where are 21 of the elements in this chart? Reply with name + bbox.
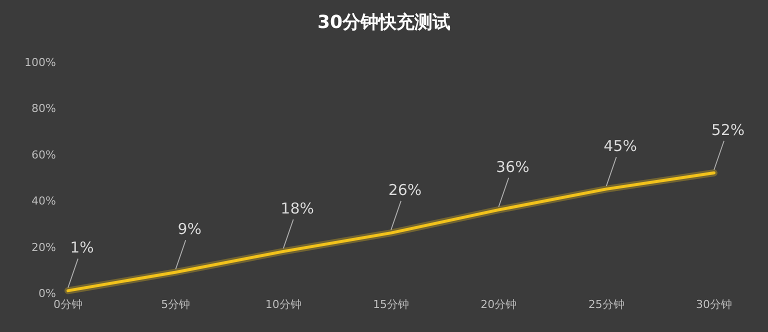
x-tick-label: 15分钟 xyxy=(373,298,409,311)
data-label: 45% xyxy=(604,137,638,156)
y-tick-label: 0% xyxy=(38,287,56,300)
y-tick-label: 80% xyxy=(32,102,56,116)
x-tick-label: 10分钟 xyxy=(265,298,302,311)
y-tick-label: 40% xyxy=(32,194,56,208)
y-tick-label: 60% xyxy=(32,148,56,162)
x-tick-label: 30分钟 xyxy=(696,298,732,311)
data-label: 52% xyxy=(711,120,745,139)
y-tick-label: 20% xyxy=(32,240,56,254)
y-tick-label: 100% xyxy=(24,56,56,69)
data-label: 9% xyxy=(178,220,202,238)
x-tick-label: 25分钟 xyxy=(588,298,624,311)
chart-title: 30分钟快充测试 xyxy=(317,12,451,33)
data-label: 36% xyxy=(496,158,530,176)
data-label: 18% xyxy=(280,199,314,218)
x-tick-label: 5分钟 xyxy=(161,298,190,311)
data-label: 26% xyxy=(388,180,422,199)
x-tick-label: 0分钟 xyxy=(54,298,82,311)
x-tick-label: 20分钟 xyxy=(480,298,517,311)
data-label: 1% xyxy=(70,238,94,257)
